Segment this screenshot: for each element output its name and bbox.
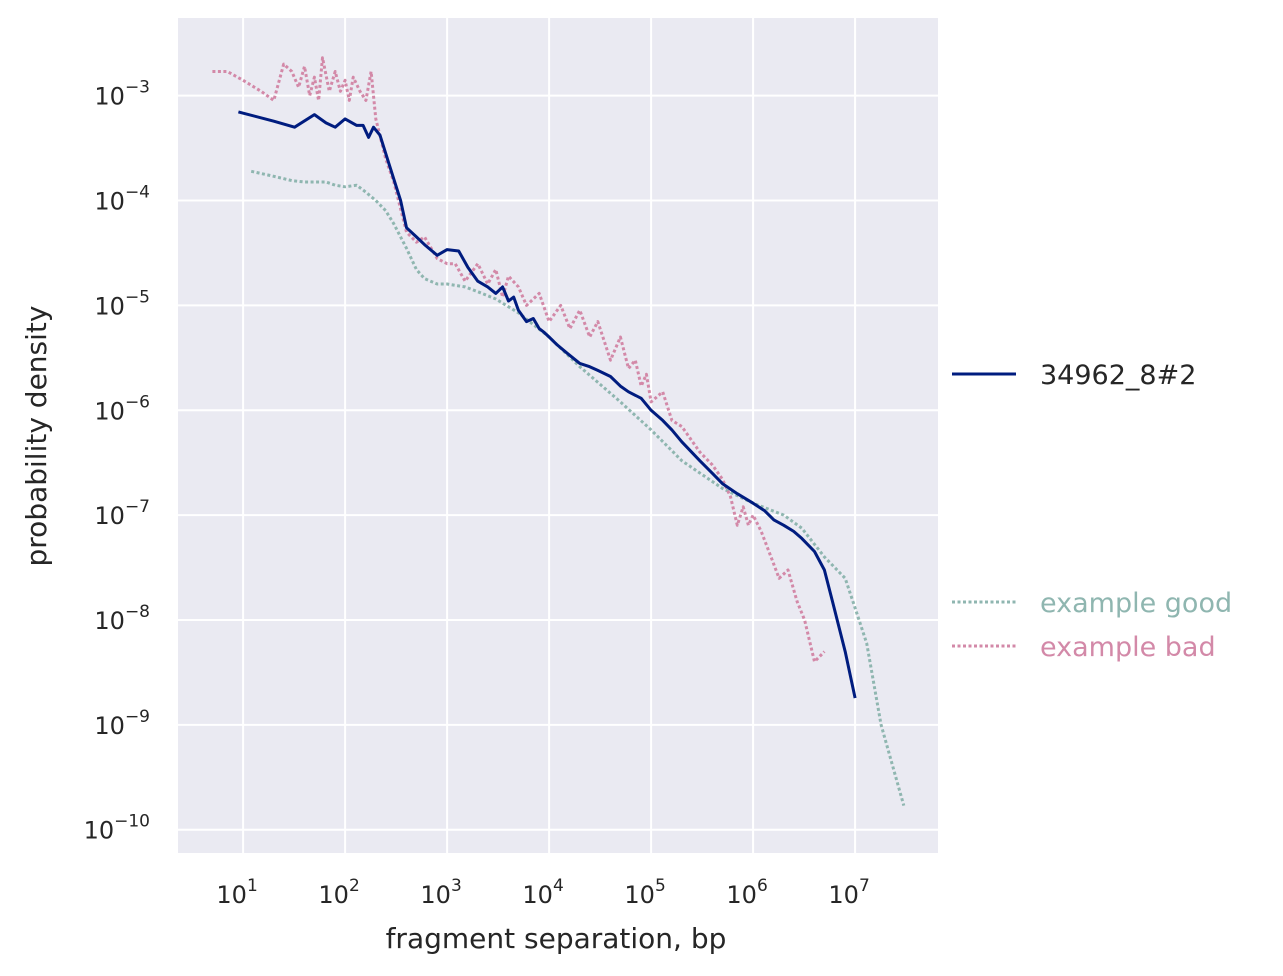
y-tick-label: 10−7 [94,497,150,530]
plot-area [178,18,938,853]
legend-label-2: example bad [1040,632,1216,663]
x-tick-label: 101 [216,876,257,909]
y-axis-label: probability density [20,306,53,567]
y-tick-label: 10−9 [94,707,150,740]
x-tick-label: 106 [726,876,767,909]
x-tick-label: 107 [828,876,869,909]
x-tick-label: 105 [624,876,665,909]
series-line-0 [238,110,857,699]
y-tick-label: 10−6 [94,392,150,425]
x-tick-label: 103 [420,876,461,909]
y-tick-label: 10−10 [84,812,150,845]
legend-label-0: 34962_8#2 [1040,360,1196,391]
series-line-2 [212,56,826,664]
y-tick-label: 10−5 [94,287,150,320]
y-tick-label: 10−4 [94,183,150,216]
y-axis-ticks: 10−3 10−4 10−5 10−6 10−7 10−8 10−9 10−10 [84,78,150,845]
y-tick-label: 10−8 [94,602,150,635]
x-tick-label: 102 [318,876,359,909]
x-axis-ticks: 101 102 103 104 105 106 107 [216,876,869,909]
legend-label-1: example good [1040,588,1232,619]
y-tick-label: 10−3 [94,78,150,111]
series-line-1 [250,169,906,807]
x-tick-label: 104 [522,876,563,909]
series-layer [212,56,906,807]
x-axis-label: fragment separation, bp [386,922,727,955]
grid [178,18,938,853]
